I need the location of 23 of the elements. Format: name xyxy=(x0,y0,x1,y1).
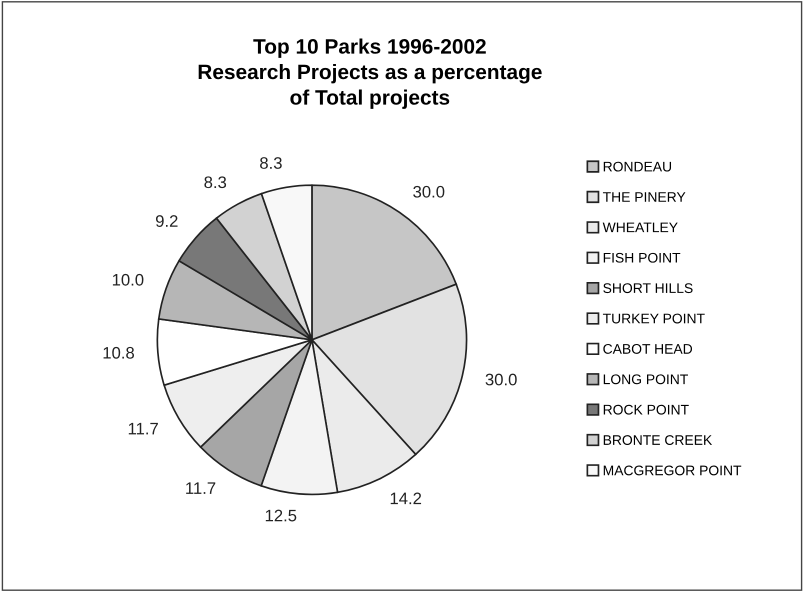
data-label: 14.2 xyxy=(390,492,422,504)
data-label: 10.0 xyxy=(112,274,144,286)
data-label: 8.3 xyxy=(260,157,282,169)
legend-label: LONG POINT xyxy=(604,374,688,384)
legend-label: THE PINERY xyxy=(602,192,686,202)
data-label: 11.7 xyxy=(128,422,158,434)
legend-label: WHEATLEY xyxy=(602,222,678,232)
legend-label: TURKEY POINT xyxy=(602,314,705,324)
legend-label: RONDEAU xyxy=(604,162,672,172)
legend-label: CABOT HEAD xyxy=(603,344,692,354)
data-label: 11.7 xyxy=(186,482,216,494)
data-label: 30.0 xyxy=(486,374,517,386)
data-label: 12.5 xyxy=(266,510,296,522)
data-label: 10.8 xyxy=(104,346,134,359)
legend-label: BRONTE CREEK xyxy=(604,435,712,445)
legend-label: ROCK POINT xyxy=(604,404,689,415)
data-label: 8.3 xyxy=(204,176,226,188)
chart-title: Top 10 Parks 1996-2002 Research Projects as a percentage of Total projects xyxy=(198,38,542,109)
data-label: 30.0 xyxy=(413,186,444,198)
legend-label: FISH POINT xyxy=(604,252,680,263)
data-label: 9.2 xyxy=(156,215,178,227)
legend-label: MACGREGOR POINT xyxy=(604,466,742,476)
legend-label: SHORT HILLS xyxy=(603,283,693,294)
